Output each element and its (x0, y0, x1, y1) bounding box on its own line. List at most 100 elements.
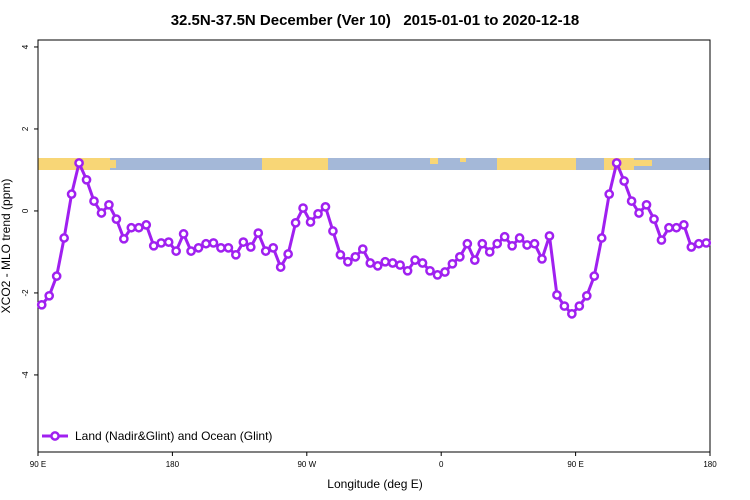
data-point (611, 158, 622, 168)
data-point (581, 290, 592, 301)
data-point (649, 214, 659, 224)
x-tick-label: 180 (703, 460, 717, 469)
data-point (574, 301, 585, 311)
data-point (253, 228, 264, 238)
data-point (425, 265, 435, 276)
data-point (126, 222, 137, 233)
x-axis-label: Longitude (deg E) (327, 477, 422, 491)
data-point (186, 246, 196, 256)
data-point (119, 233, 129, 244)
data-point (148, 240, 159, 251)
data-point (596, 233, 607, 243)
data-point (544, 231, 555, 241)
data-point (44, 290, 55, 301)
data-point (492, 238, 503, 249)
data-point (141, 220, 152, 230)
data-point (238, 237, 249, 247)
data-point (484, 247, 495, 257)
data-point (66, 189, 77, 199)
data-point (350, 252, 361, 262)
data-point (245, 242, 256, 252)
data-point (343, 256, 353, 267)
data-point (455, 252, 465, 262)
data-point (290, 217, 301, 228)
data-point (193, 242, 204, 253)
data-point (104, 199, 114, 210)
data-point (656, 235, 667, 245)
data-point (365, 258, 376, 268)
data-point (417, 258, 428, 268)
legend-label: Land (Nadir&Glint) and Ocean (Glint) (75, 429, 272, 443)
data-point (701, 238, 712, 248)
data-point (96, 208, 107, 218)
x-tick-label: 0 (439, 460, 444, 469)
x-tick-label: 180 (166, 460, 180, 469)
data-point (469, 255, 480, 265)
y-axis-label: XCO2 - MLO trend (ppm) (0, 179, 13, 314)
data-point (268, 242, 279, 253)
data-point (111, 214, 122, 224)
data-point (671, 222, 682, 233)
data-point (275, 262, 286, 272)
data-point (305, 217, 316, 227)
data-point (567, 308, 577, 319)
plot-frame (37, 39, 711, 453)
data-point (537, 254, 547, 264)
data-point (440, 267, 450, 277)
data-point (216, 242, 226, 253)
data-point (201, 238, 211, 249)
data-point (387, 258, 398, 268)
x-tick-label: 90 E (567, 460, 583, 469)
data-point (298, 203, 308, 213)
y-tick-label: 4 (21, 44, 30, 49)
land-ocean-band (38, 158, 710, 170)
data-point (357, 244, 368, 254)
data-point (320, 201, 331, 212)
data-point (507, 240, 517, 251)
data-point (626, 196, 637, 206)
data-point (686, 242, 697, 252)
data-point (402, 265, 413, 276)
data-point (133, 222, 144, 233)
data-point (380, 256, 391, 267)
data-point (335, 249, 346, 260)
data-point (171, 246, 181, 256)
data-point (51, 271, 62, 281)
data-point (693, 238, 704, 249)
data-point (679, 220, 689, 230)
y-tick-label: -2 (21, 289, 30, 297)
data-point (447, 258, 458, 269)
data-point (89, 196, 99, 206)
data-point (163, 237, 174, 247)
data-point (499, 231, 510, 242)
data-point (552, 290, 562, 300)
data-point (514, 233, 525, 243)
data-point (372, 261, 383, 271)
data-point (81, 174, 92, 185)
data-point (462, 238, 473, 249)
data-point (589, 271, 600, 281)
series-line (40, 158, 707, 317)
y-tick-label: 0 (21, 208, 30, 213)
data-point (634, 208, 644, 218)
chart-title: 32.5N-37.5N December (Ver 10) 2015-01-01… (171, 12, 580, 29)
data-point (36, 299, 47, 310)
data-point (260, 246, 271, 256)
data-point (178, 229, 189, 239)
data-point (664, 222, 674, 233)
data-point (619, 176, 629, 186)
data-point (641, 199, 652, 210)
data-point (328, 226, 338, 236)
data-point (604, 189, 615, 199)
y-tick-label: -4 (21, 371, 30, 379)
data-point (395, 260, 405, 270)
data-point (231, 249, 241, 260)
data-point (432, 270, 443, 280)
data-point (74, 158, 84, 168)
data-point (59, 233, 69, 243)
data-point (208, 238, 219, 248)
y-tick-label: 2 (21, 126, 30, 131)
data-point (313, 208, 323, 219)
x-tick-label: 90 E (30, 460, 46, 469)
